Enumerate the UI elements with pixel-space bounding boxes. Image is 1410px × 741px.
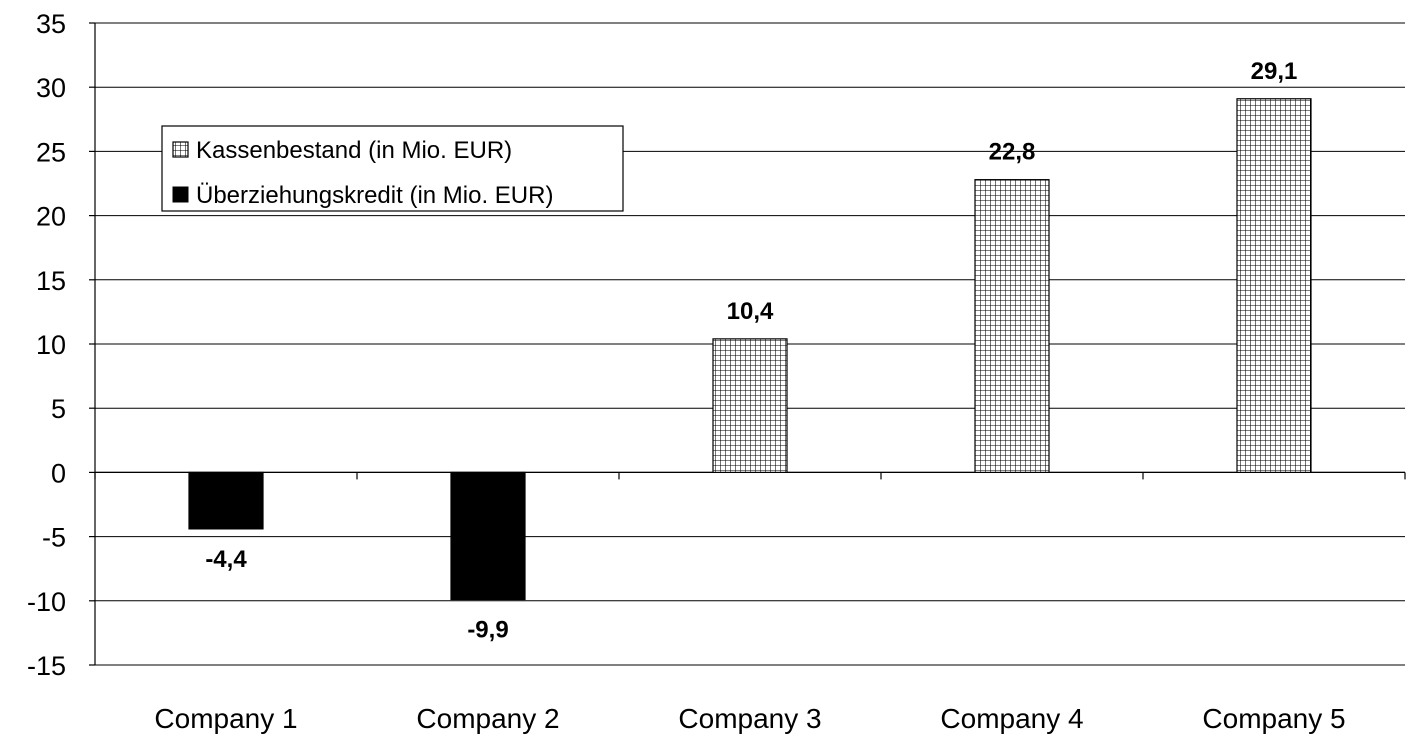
y-axis-tick-labels: 35 30 25 20 15 10 5 0 -5 -10 -15 <box>27 9 66 681</box>
x-category-label: Company 4 <box>940 703 1083 734</box>
legend-swatch-ueberziehungskredit <box>172 186 189 203</box>
y-tick-label: 25 <box>36 137 66 167</box>
y-tick-label: 15 <box>36 266 66 296</box>
data-label-company-4: 22,8 <box>989 139 1036 166</box>
x-axis-category-labels: Company 1 Company 2 Company 3 Company 4 Comp… <box>154 703 1345 734</box>
data-label-company-1: -4,4 <box>205 546 247 573</box>
y-tick-label: 35 <box>36 9 66 39</box>
bar-company-1-series-1 <box>188 471 264 530</box>
data-label-company-3: 10,4 <box>727 298 774 325</box>
legend-label-kassenbestand: Kassenbestand (in Mio. EUR) <box>196 137 512 164</box>
y-tick-label: 20 <box>36 202 66 232</box>
y-tick-label: 5 <box>51 394 66 424</box>
y-tick-label: 0 <box>51 458 66 488</box>
legend-swatch-kassenbestand <box>172 141 189 158</box>
bars <box>188 98 1312 601</box>
y-tick-label: -10 <box>27 587 66 617</box>
data-label-company-2: -9,9 <box>467 617 508 644</box>
x-category-label: Company 3 <box>678 703 821 734</box>
x-category-label: Company 2 <box>416 703 559 734</box>
legend: Kassenbestand (in Mio. EUR) Überziehungs… <box>161 125 624 212</box>
bar-company-2-series-1 <box>450 471 526 601</box>
bar-company-3-series-0 <box>712 338 788 474</box>
x-category-label: Company 1 <box>154 703 297 734</box>
bar-company-4-series-0 <box>974 179 1050 474</box>
x-category-label: Company 5 <box>1202 703 1345 734</box>
y-tick-label: -15 <box>27 651 66 681</box>
data-label-company-5: 29,1 <box>1251 58 1298 85</box>
legend-box <box>161 125 624 212</box>
y-tick-label: 30 <box>36 73 66 103</box>
y-tick-label: -5 <box>42 523 66 553</box>
y-tick-label: 10 <box>36 330 66 360</box>
legend-label-ueberziehungskredit: Überziehungskredit (in Mio. EUR) <box>196 182 553 209</box>
bar-company-5-series-0 <box>1236 98 1312 474</box>
data-labels: -4,4 -9,9 10,4 22,8 29,1 <box>205 58 1297 644</box>
